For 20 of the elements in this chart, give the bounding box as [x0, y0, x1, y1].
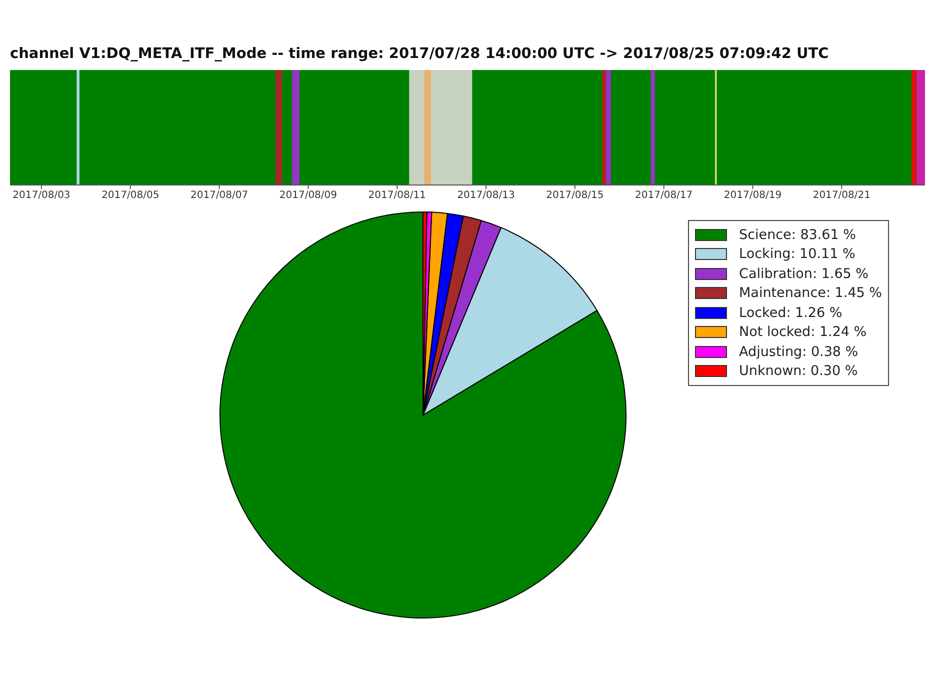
legend-label: Not locked: 1.24 % — [739, 324, 867, 340]
x-tick-label: 2017/08/11 — [368, 190, 426, 202]
chart-title: channel V1:DQ_META_ITF_Mode -- time range: 2017/07/28 14:00:00 UTC -> 2017/08/25 07:09:42 UTC — [10, 46, 830, 62]
legend-label: Maintenance: 1.45 % — [739, 285, 882, 302]
x-tick-label: 2017/08/17 — [635, 190, 693, 202]
legend-label: Locked: 1.26 % — [739, 304, 842, 321]
x-tick-label: 2017/08/05 — [102, 190, 160, 202]
x-tick-label: 2017/08/19 — [724, 190, 782, 202]
legend-label: Calibration: 1.65 % — [739, 266, 869, 282]
x-tick-label: 2017/08/13 — [457, 190, 515, 202]
x-tick-label: 2017/08/03 — [12, 190, 70, 202]
legend-label: Unknown: 0.30 % — [739, 363, 858, 380]
x-tick-label: 2017/08/07 — [190, 190, 248, 202]
legend-label: Adjusting: 0.38 % — [739, 344, 858, 360]
pie-slice — [220, 212, 626, 618]
x-tick-label: 2017/08/09 — [279, 190, 338, 202]
x-tick-label: 2017/08/15 — [546, 190, 604, 202]
x-tick-label: 2017/08/21 — [812, 190, 870, 202]
legend-label: Locking: 10.11 % — [739, 246, 856, 262]
legend-label: Science: 83.61 % — [739, 226, 856, 243]
